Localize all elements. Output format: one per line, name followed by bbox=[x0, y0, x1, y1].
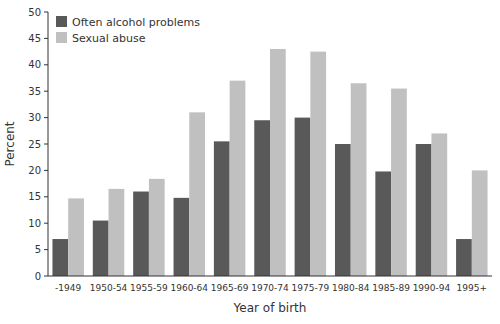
y-tick bbox=[44, 38, 48, 39]
x-axis-line bbox=[48, 276, 492, 277]
legend: Often alcohol problems Sexual abuse bbox=[56, 16, 200, 45]
x-tick-label: 1990-94 bbox=[413, 283, 451, 293]
y-tick-label: 10 bbox=[28, 218, 41, 229]
legend-swatch bbox=[56, 32, 67, 43]
bar bbox=[335, 144, 351, 276]
bar bbox=[133, 192, 149, 276]
bar bbox=[93, 221, 109, 276]
y-tick bbox=[44, 144, 48, 145]
chart: 05101520253035404550-19491950-541955-591… bbox=[0, 0, 500, 324]
y-tick-label: 35 bbox=[28, 86, 41, 97]
x-tick-label: 1960-64 bbox=[170, 283, 208, 293]
y-tick bbox=[44, 64, 48, 65]
bar bbox=[375, 171, 391, 276]
x-axis-label: Year of birth bbox=[233, 301, 307, 315]
x-tick-label: 1995+ bbox=[457, 283, 487, 293]
x-tick-label: 1955-59 bbox=[130, 283, 168, 293]
y-tick bbox=[44, 12, 48, 13]
bar bbox=[149, 179, 165, 276]
y-tick-label: 5 bbox=[35, 244, 41, 255]
y-tick-label: 40 bbox=[28, 59, 41, 70]
y-tick bbox=[44, 117, 48, 118]
x-tick-label: 1975-79 bbox=[292, 283, 330, 293]
y-tick-label: 15 bbox=[28, 191, 41, 202]
bar bbox=[230, 81, 246, 276]
y-tick bbox=[44, 249, 48, 250]
bar bbox=[109, 189, 125, 276]
x-tick-label: 1965-69 bbox=[211, 283, 249, 293]
bar bbox=[174, 198, 190, 276]
bar bbox=[214, 141, 230, 276]
x-tick-label: 1985-89 bbox=[372, 283, 410, 293]
legend-label: Sexual abuse bbox=[72, 32, 146, 45]
y-tick bbox=[44, 91, 48, 92]
bar bbox=[254, 120, 270, 276]
y-tick bbox=[44, 276, 48, 277]
y-tick-label: 25 bbox=[28, 139, 41, 150]
bar bbox=[52, 239, 68, 276]
legend-swatch bbox=[56, 16, 67, 27]
chart-container: 05101520253035404550-19491950-541955-591… bbox=[0, 0, 500, 324]
legend-label: Often alcohol problems bbox=[72, 16, 200, 29]
x-tick-label: 1950-54 bbox=[90, 283, 128, 293]
bar bbox=[416, 144, 432, 276]
bar bbox=[472, 170, 488, 276]
y-axis-label: Percent bbox=[3, 121, 17, 166]
bar bbox=[456, 239, 472, 276]
bar bbox=[295, 118, 311, 276]
y-tick bbox=[44, 170, 48, 171]
y-tick bbox=[44, 223, 48, 224]
y-tick-label: 20 bbox=[28, 165, 41, 176]
bar bbox=[351, 83, 367, 276]
y-tick-label: 50 bbox=[28, 7, 41, 18]
x-tick-label: 1970-74 bbox=[251, 283, 289, 293]
bar bbox=[189, 112, 205, 276]
y-tick-label: 30 bbox=[28, 112, 41, 123]
x-tick-label: 1980-84 bbox=[332, 283, 370, 293]
bar bbox=[270, 49, 286, 276]
bars bbox=[52, 49, 487, 276]
bar bbox=[68, 198, 84, 276]
bar bbox=[431, 133, 447, 276]
y-tick bbox=[44, 196, 48, 197]
bar bbox=[310, 52, 326, 276]
x-tick-label: -1949 bbox=[55, 283, 81, 293]
bar bbox=[391, 89, 407, 276]
y-tick-label: 45 bbox=[28, 33, 41, 44]
y-tick-label: 0 bbox=[35, 271, 41, 282]
